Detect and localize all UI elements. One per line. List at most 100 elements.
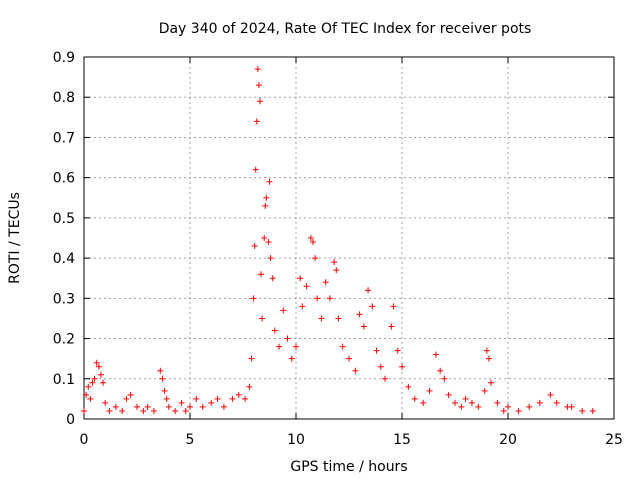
data-point <box>441 375 448 382</box>
data-point <box>312 255 319 262</box>
data-point <box>388 323 395 330</box>
data-point <box>106 407 113 414</box>
data-point <box>314 295 321 302</box>
data-point <box>589 407 596 414</box>
data-point <box>165 403 172 410</box>
data-point <box>112 403 119 410</box>
x-tick-label: 25 <box>605 432 623 448</box>
data-point <box>242 395 249 402</box>
chart-title: Day 340 of 2024, Rate Of TEC Index for r… <box>159 21 532 37</box>
data-point <box>254 66 261 73</box>
data-point <box>405 383 412 390</box>
data-point <box>426 387 433 394</box>
data-point <box>161 387 168 394</box>
y-tick-label: 0 <box>66 412 75 428</box>
y-tick-label: 0.2 <box>53 332 75 348</box>
data-point <box>187 403 193 410</box>
data-point <box>432 351 439 358</box>
data-point <box>331 259 338 266</box>
x-axis-label: GPS time / hours <box>290 459 407 475</box>
data-point <box>266 178 273 185</box>
y-tick-label: 0.8 <box>53 90 75 106</box>
data-point <box>252 166 259 173</box>
data-point <box>356 311 363 318</box>
data-point <box>309 239 316 246</box>
y-tick-label: 0.6 <box>53 171 75 187</box>
data-point <box>163 395 170 402</box>
data-point <box>437 367 444 374</box>
y-tick-label: 0.9 <box>53 50 75 66</box>
data-point <box>297 275 304 282</box>
data-points <box>81 66 596 414</box>
x-tick-label: 0 <box>80 432 89 448</box>
data-point <box>87 395 94 402</box>
data-point <box>394 347 401 354</box>
data-point <box>303 283 310 290</box>
data-point <box>253 118 260 125</box>
data-point <box>553 399 560 406</box>
data-point <box>182 407 189 414</box>
data-point <box>102 399 109 406</box>
data-point <box>140 407 147 414</box>
data-point <box>172 407 179 414</box>
data-point <box>178 399 185 406</box>
data-point <box>365 287 372 294</box>
x-tick-label: 15 <box>393 432 411 448</box>
data-point <box>81 407 87 414</box>
data-point <box>157 367 164 374</box>
data-point <box>91 375 98 382</box>
data-point <box>83 391 90 398</box>
data-point <box>462 395 469 402</box>
y-tick-label: 0.1 <box>53 372 75 388</box>
data-point <box>481 387 488 394</box>
data-point <box>526 403 533 410</box>
data-point <box>579 407 586 414</box>
y-tick-label: 0.5 <box>53 211 75 227</box>
y-tick-label: 0.7 <box>53 130 75 146</box>
y-tick-label: 0.4 <box>53 251 75 267</box>
data-point <box>97 371 104 378</box>
data-point <box>293 343 299 350</box>
data-point <box>494 399 501 406</box>
data-point <box>399 363 405 370</box>
data-point <box>411 395 418 402</box>
data-point <box>390 303 397 310</box>
data-point <box>346 355 352 362</box>
data-point <box>255 82 262 89</box>
data-point <box>333 267 340 274</box>
data-point <box>420 399 427 406</box>
data-point <box>475 403 482 410</box>
data-point <box>208 399 215 406</box>
grid-lines <box>84 57 614 419</box>
data-point <box>352 367 359 374</box>
data-point <box>119 407 126 414</box>
data-point <box>85 383 92 390</box>
data-point <box>488 379 495 386</box>
data-point <box>235 391 242 398</box>
x-axis: 0 5 10 15 20 25 <box>80 57 623 448</box>
data-point <box>382 375 389 382</box>
x-tick-label: 10 <box>287 432 305 448</box>
data-point <box>220 403 227 410</box>
data-point <box>100 379 107 386</box>
data-point <box>377 363 384 370</box>
data-point <box>193 395 200 402</box>
data-point <box>326 295 333 302</box>
data-point <box>269 275 276 282</box>
data-point <box>468 399 475 406</box>
data-point <box>265 239 272 246</box>
data-point <box>369 303 376 310</box>
data-point <box>93 359 100 366</box>
data-point <box>263 194 270 201</box>
data-point <box>373 347 380 354</box>
data-point <box>445 391 452 398</box>
data-point <box>280 307 287 314</box>
data-point <box>485 355 492 362</box>
data-point <box>199 403 206 410</box>
data-point <box>500 407 507 414</box>
data-point <box>251 243 258 250</box>
data-point <box>318 315 325 322</box>
data-point <box>360 323 367 330</box>
data-point <box>144 403 151 410</box>
